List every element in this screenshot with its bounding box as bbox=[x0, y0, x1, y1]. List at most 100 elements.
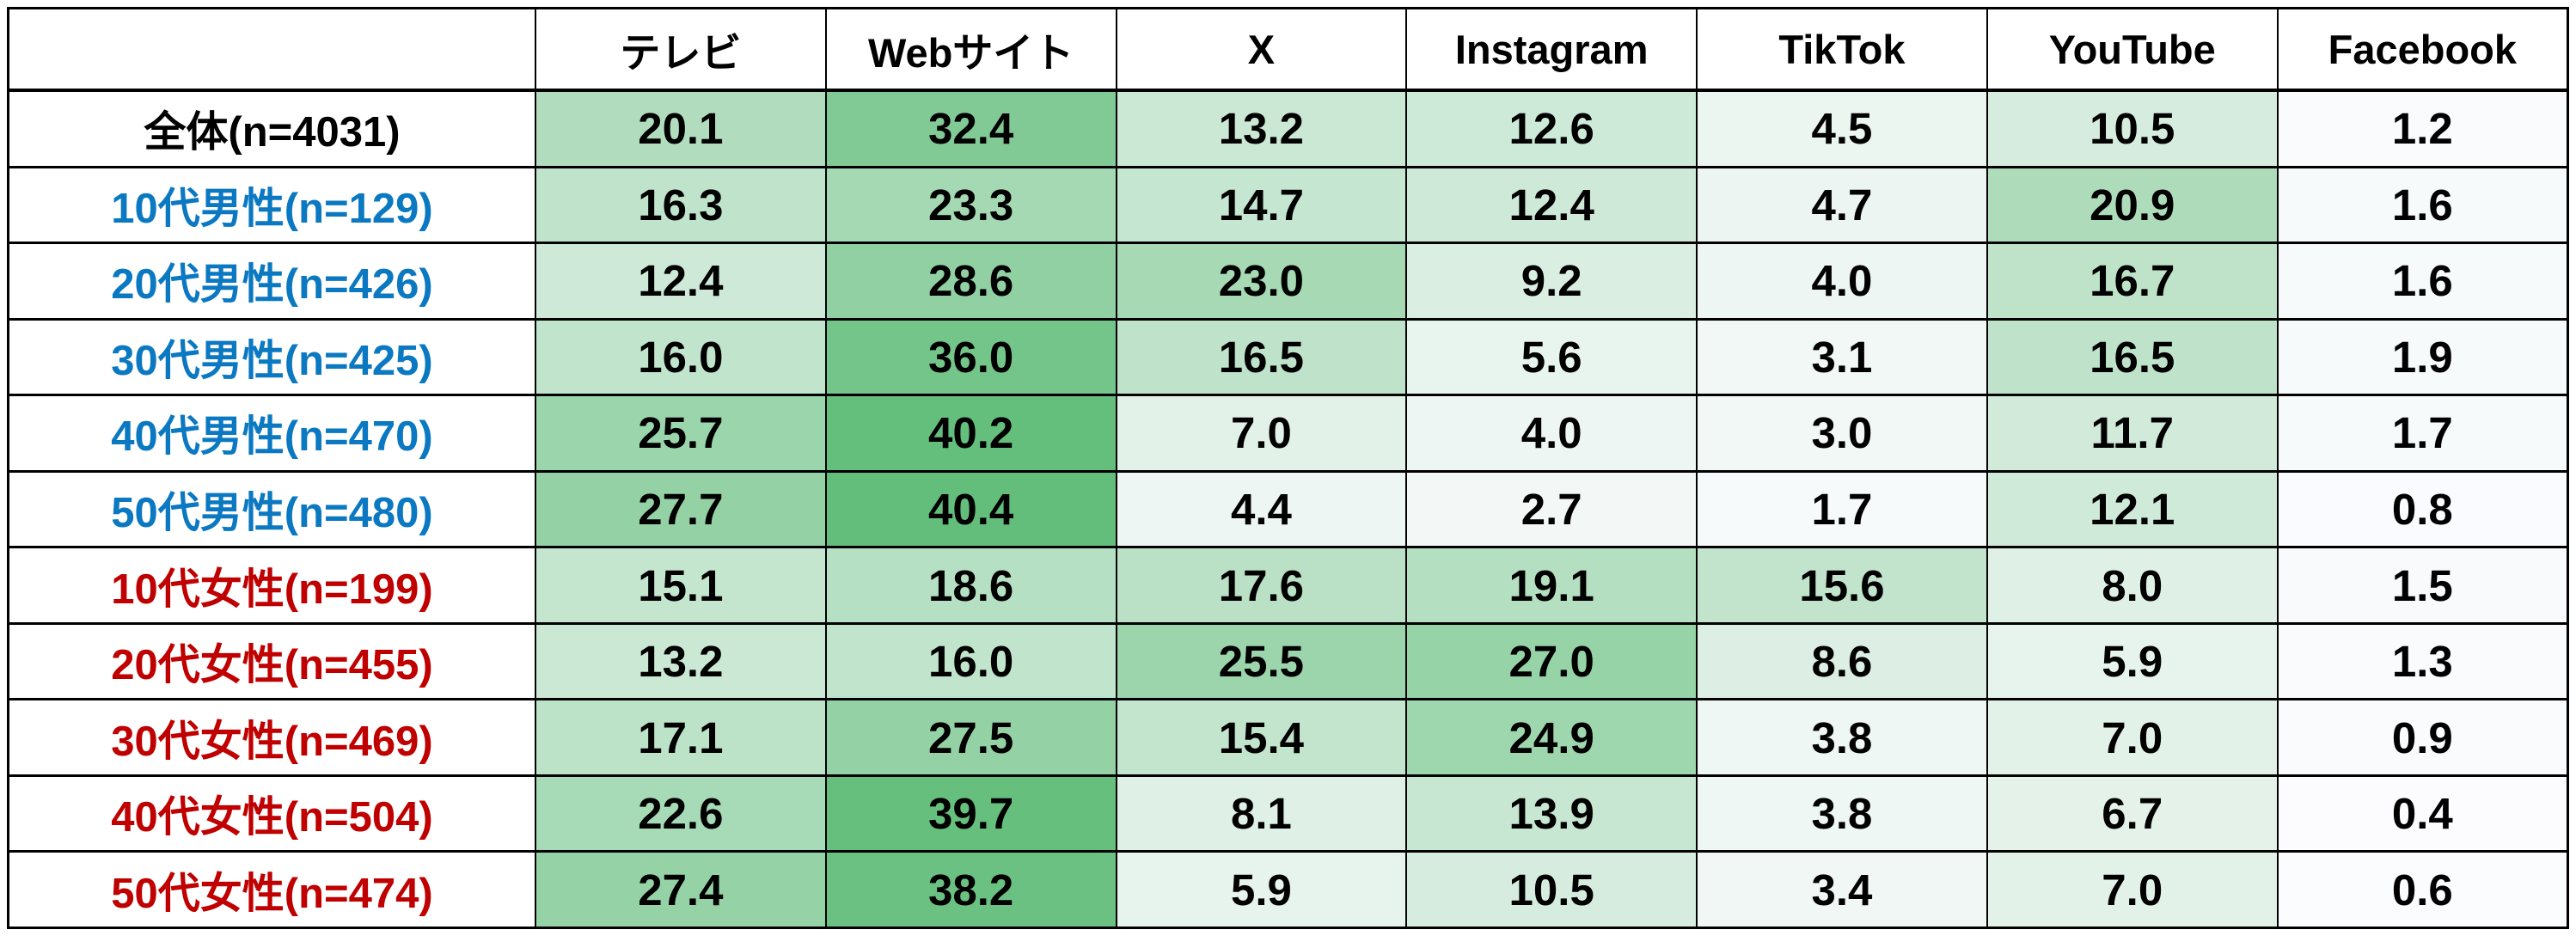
header-row: テレビ Webサイト X Instagram TikTok YouTube Facebook bbox=[7, 7, 2569, 92]
value-cell: 4.0 bbox=[1405, 394, 1698, 473]
value-cell: 1.3 bbox=[2276, 621, 2569, 701]
value-cell: 14.7 bbox=[1115, 165, 1408, 245]
value-cell: 3.0 bbox=[1696, 394, 1988, 473]
value-cell: 9.2 bbox=[1405, 242, 1698, 321]
value-cell: 27.4 bbox=[534, 850, 827, 929]
value-cell: 1.5 bbox=[2276, 546, 2569, 625]
value-cell: 7.0 bbox=[1115, 394, 1408, 473]
value-cell: 20.1 bbox=[534, 89, 827, 168]
value-cell: 12.6 bbox=[1405, 89, 1698, 168]
value-cell: 4.0 bbox=[1696, 242, 1988, 321]
value-cell: 6.7 bbox=[1986, 774, 2279, 853]
table-row: 30代男性(n=425) 16.0 36.0 16.5 5.6 3.1 16.5 1.9 bbox=[7, 317, 2569, 397]
media-usage-heatmap-table: テレビ Webサイト X Instagram TikTok YouTube Facebook… bbox=[7, 7, 2569, 929]
row-label: 30代男性(n=425) bbox=[7, 317, 536, 397]
value-cell: 19.1 bbox=[1405, 546, 1698, 625]
value-cell: 17.1 bbox=[534, 698, 827, 777]
value-cell: 3.8 bbox=[1696, 774, 1988, 853]
value-cell: 0.8 bbox=[2276, 469, 2569, 549]
value-cell: 7.0 bbox=[1986, 850, 2279, 929]
value-cell: 15.1 bbox=[534, 546, 827, 625]
value-cell: 16.7 bbox=[1986, 242, 2279, 321]
table-row: 10代男性(n=129) 16.3 23.3 14.7 12.4 4.7 20.9 1.6 bbox=[7, 165, 2569, 245]
value-cell: 23.0 bbox=[1115, 242, 1408, 321]
row-label: 20代女性(n=455) bbox=[7, 621, 536, 701]
value-cell: 1.7 bbox=[2276, 394, 2569, 473]
table-row: 40代女性(n=504) 22.6 39.7 8.1 13.9 3.8 6.7 0.4 bbox=[7, 774, 2569, 853]
column-header: テレビ bbox=[534, 7, 827, 92]
value-cell: 25.7 bbox=[534, 394, 827, 473]
value-cell: 32.4 bbox=[824, 89, 1117, 168]
value-cell: 1.6 bbox=[2276, 242, 2569, 321]
value-cell: 16.0 bbox=[824, 621, 1117, 701]
value-cell: 8.0 bbox=[1986, 546, 2279, 625]
value-cell: 28.6 bbox=[824, 242, 1117, 321]
value-cell: 39.7 bbox=[824, 774, 1117, 853]
value-cell: 1.9 bbox=[2276, 317, 2569, 397]
table-row: 20代男性(n=426) 12.4 28.6 23.0 9.2 4.0 16.7 1.6 bbox=[7, 242, 2569, 321]
row-label: 10代女性(n=199) bbox=[7, 546, 536, 625]
value-cell: 3.4 bbox=[1696, 850, 1988, 929]
row-label: 10代男性(n=129) bbox=[7, 165, 536, 245]
value-cell: 13.2 bbox=[1115, 89, 1408, 168]
table-row: 20代女性(n=455) 13.2 16.0 25.5 27.0 8.6 5.9 1.3 bbox=[7, 621, 2569, 701]
value-cell: 38.2 bbox=[824, 850, 1117, 929]
value-cell: 4.4 bbox=[1115, 469, 1408, 549]
value-cell: 15.4 bbox=[1115, 698, 1408, 777]
table-row: 40代男性(n=470) 25.7 40.2 7.0 4.0 3.0 11.7 1.7 bbox=[7, 394, 2569, 473]
corner-cell bbox=[7, 7, 536, 92]
value-cell: 17.6 bbox=[1115, 546, 1408, 625]
value-cell: 3.1 bbox=[1696, 317, 1988, 397]
value-cell: 27.0 bbox=[1405, 621, 1698, 701]
value-cell: 40.4 bbox=[824, 469, 1117, 549]
value-cell: 0.6 bbox=[2276, 850, 2569, 929]
row-label: 50代女性(n=474) bbox=[7, 850, 536, 929]
value-cell: 5.9 bbox=[1986, 621, 2279, 701]
value-cell: 22.6 bbox=[534, 774, 827, 853]
column-header: YouTube bbox=[1986, 7, 2279, 92]
value-cell: 16.0 bbox=[534, 317, 827, 397]
value-cell: 12.4 bbox=[1405, 165, 1698, 245]
table-row: 50代女性(n=474) 27.4 38.2 5.9 10.5 3.4 7.0 0.6 bbox=[7, 850, 2569, 929]
value-cell: 16.5 bbox=[1115, 317, 1408, 397]
value-cell: 13.9 bbox=[1405, 774, 1698, 853]
value-cell: 10.5 bbox=[1986, 89, 2279, 168]
table-body: 全体(n=4031) 20.1 32.4 13.2 12.6 4.5 10.5 1.2 10代男… bbox=[7, 89, 2569, 929]
value-cell: 0.4 bbox=[2276, 774, 2569, 853]
value-cell: 25.5 bbox=[1115, 621, 1408, 701]
value-cell: 24.9 bbox=[1405, 698, 1698, 777]
table-row: 30代女性(n=469) 17.1 27.5 15.4 24.9 3.8 7.0 0.9 bbox=[7, 698, 2569, 777]
table-row: 全体(n=4031) 20.1 32.4 13.2 12.6 4.5 10.5 1.2 bbox=[7, 89, 2569, 168]
value-cell: 5.6 bbox=[1405, 317, 1698, 397]
value-cell: 36.0 bbox=[824, 317, 1117, 397]
column-header: X bbox=[1115, 7, 1408, 92]
value-cell: 1.7 bbox=[1696, 469, 1988, 549]
column-header: TikTok bbox=[1696, 7, 1988, 92]
value-cell: 2.7 bbox=[1405, 469, 1698, 549]
value-cell: 13.2 bbox=[534, 621, 827, 701]
value-cell: 27.5 bbox=[824, 698, 1117, 777]
value-cell: 7.0 bbox=[1986, 698, 2279, 777]
value-cell: 16.3 bbox=[534, 165, 827, 245]
column-header: Facebook bbox=[2276, 7, 2569, 92]
value-cell: 8.6 bbox=[1696, 621, 1988, 701]
table-row: 50代男性(n=480) 27.7 40.4 4.4 2.7 1.7 12.1 0.8 bbox=[7, 469, 2569, 549]
value-cell: 0.9 bbox=[2276, 698, 2569, 777]
value-cell: 4.5 bbox=[1696, 89, 1988, 168]
value-cell: 12.1 bbox=[1986, 469, 2279, 549]
value-cell: 18.6 bbox=[824, 546, 1117, 625]
row-label: 20代男性(n=426) bbox=[7, 242, 536, 321]
table-row: 10代女性(n=199) 15.1 18.6 17.6 19.1 15.6 8.0 1.5 bbox=[7, 546, 2569, 625]
value-cell: 12.4 bbox=[534, 242, 827, 321]
heatmap-table-container: テレビ Webサイト X Instagram TikTok YouTube Facebook… bbox=[7, 7, 2569, 929]
row-label: 50代男性(n=480) bbox=[7, 469, 536, 549]
value-cell: 40.2 bbox=[824, 394, 1117, 473]
column-header: Webサイト bbox=[824, 7, 1117, 92]
value-cell: 20.9 bbox=[1986, 165, 2279, 245]
value-cell: 23.3 bbox=[824, 165, 1117, 245]
value-cell: 16.5 bbox=[1986, 317, 2279, 397]
value-cell: 5.9 bbox=[1115, 850, 1408, 929]
value-cell: 10.5 bbox=[1405, 850, 1698, 929]
value-cell: 11.7 bbox=[1986, 394, 2279, 473]
row-label: 40代女性(n=504) bbox=[7, 774, 536, 853]
